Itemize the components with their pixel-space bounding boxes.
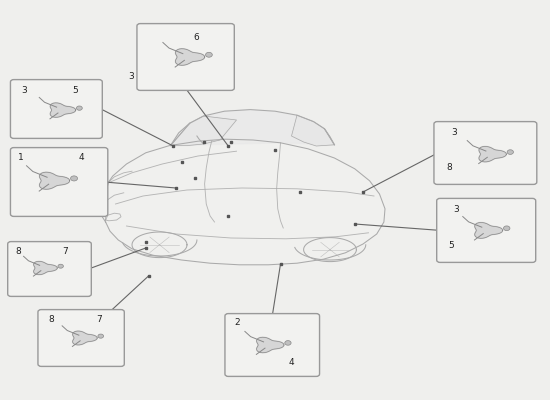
Text: 5: 5 [448, 241, 454, 250]
Circle shape [76, 106, 82, 110]
FancyBboxPatch shape [38, 310, 124, 366]
Text: 3: 3 [128, 72, 134, 81]
Polygon shape [292, 115, 334, 146]
Text: 6: 6 [194, 33, 200, 42]
Polygon shape [40, 172, 70, 189]
Text: 3: 3 [452, 128, 458, 137]
Text: 8: 8 [16, 247, 21, 256]
Text: 8: 8 [446, 163, 452, 172]
FancyBboxPatch shape [137, 24, 234, 90]
Circle shape [285, 341, 291, 345]
Circle shape [70, 176, 78, 181]
Text: 3: 3 [21, 86, 27, 94]
FancyBboxPatch shape [434, 122, 537, 184]
Text: 4: 4 [289, 358, 294, 367]
FancyBboxPatch shape [437, 198, 536, 262]
FancyBboxPatch shape [10, 80, 102, 138]
Polygon shape [170, 116, 236, 146]
Text: 4: 4 [79, 153, 85, 162]
Polygon shape [479, 146, 507, 162]
Text: 3: 3 [454, 205, 459, 214]
FancyBboxPatch shape [10, 148, 108, 216]
Text: 7: 7 [96, 315, 102, 324]
Text: 5: 5 [72, 86, 78, 94]
Polygon shape [475, 222, 503, 238]
Circle shape [503, 226, 510, 231]
Circle shape [206, 52, 212, 57]
Circle shape [98, 334, 103, 338]
Polygon shape [101, 139, 385, 265]
Polygon shape [175, 49, 205, 65]
Polygon shape [73, 331, 97, 345]
Polygon shape [257, 337, 284, 353]
Polygon shape [34, 261, 57, 275]
Polygon shape [50, 103, 76, 117]
Text: 1: 1 [18, 153, 24, 162]
FancyBboxPatch shape [8, 242, 91, 296]
Polygon shape [170, 110, 334, 146]
Circle shape [58, 264, 63, 268]
Text: 8: 8 [48, 315, 54, 324]
Text: 7: 7 [62, 247, 68, 256]
Circle shape [507, 150, 514, 154]
FancyBboxPatch shape [225, 314, 320, 376]
Text: 2: 2 [234, 318, 240, 328]
